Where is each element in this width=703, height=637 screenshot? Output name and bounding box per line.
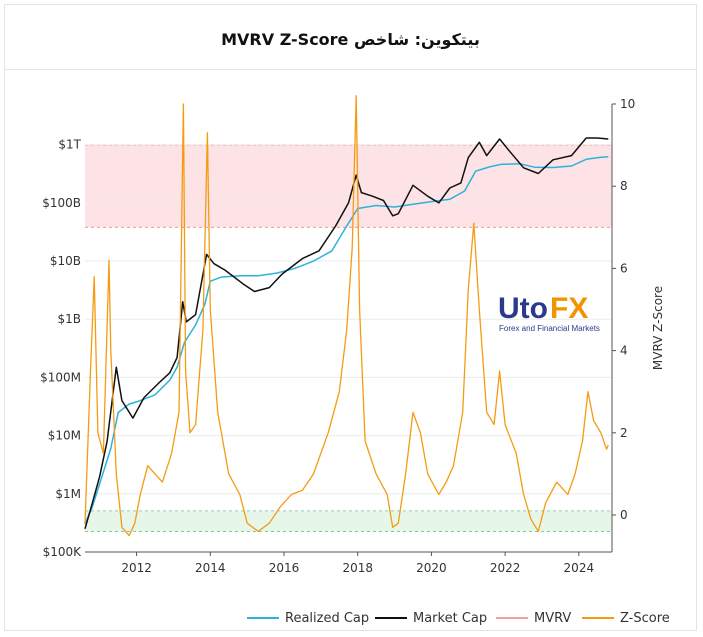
y-left-tick: $100M (40, 370, 81, 384)
y-right-tick: 6 (620, 261, 628, 275)
x-tick: 2018 (342, 561, 373, 575)
y-left-tick: $10M (48, 429, 81, 443)
legend-label: Z-Score (620, 611, 670, 626)
chart-title: بیتکوین: شاخص MVRV Z-Score (221, 30, 480, 49)
y-left-tick: $10B (50, 254, 81, 268)
legend-label: Market Cap (413, 611, 487, 626)
series-lines (84, 95, 609, 537)
axes: $100K $1M $10M $100M $1B $10B $100B $1T 0 2 4 6 8 10 2… (40, 97, 635, 575)
legend-label: Realized Cap (285, 611, 369, 626)
y-left-tick: $1T (58, 138, 81, 152)
zone-bands (85, 144, 612, 532)
red-zone (85, 145, 612, 228)
y-left-tick: $100B (42, 196, 81, 210)
legend: Realized Cap Market Cap MVRV Z-Score (247, 611, 670, 626)
logo-subtitle: Forex and Financial Markets (499, 324, 600, 333)
title-bar: بیتکوین: شاخص MVRV Z-Score (4, 4, 697, 70)
y-right-tick: 0 (620, 508, 628, 522)
x-tick: 2024 (564, 561, 595, 575)
y-axis-right-label: MVRV Z-Score (651, 286, 665, 370)
logo-uto: Uto (498, 292, 548, 325)
y-right-tick: 2 (620, 426, 628, 440)
logo-fx: FX (550, 292, 588, 325)
x-tick: 2016 (269, 561, 300, 575)
x-tick: 2020 (416, 561, 447, 575)
x-tick: 2014 (195, 561, 226, 575)
y-left-tick: $100K (43, 545, 83, 559)
series-market-cap (84, 137, 609, 530)
y-right-tick: 4 (620, 344, 628, 358)
y-right-tick: 8 (620, 179, 628, 193)
x-tick: 2022 (490, 561, 521, 575)
y-left-tick: $1B (57, 312, 81, 326)
x-tick: 2012 (121, 561, 152, 575)
legend-label: MVRV (534, 611, 571, 626)
green-zone (85, 510, 612, 532)
utofx-logo: Uto FX Forex and Financial Markets (498, 292, 600, 333)
chart-frame (4, 4, 697, 631)
series-z-score (84, 95, 609, 537)
y-right-tick: 10 (620, 97, 635, 111)
y-left-tick: $1M (55, 487, 81, 501)
